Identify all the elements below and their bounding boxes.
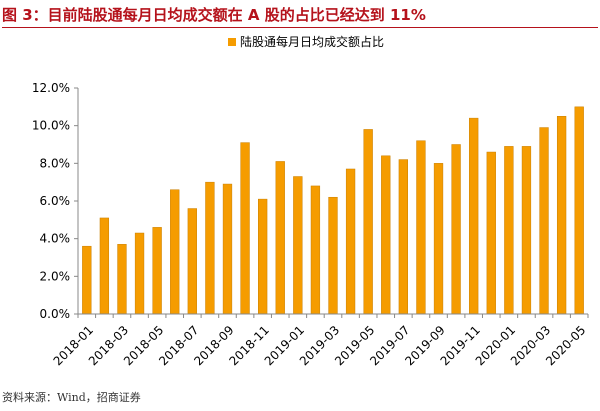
bar: [451, 144, 461, 315]
x-axis: 2018-012018-032018-052018-072018-092018-…: [51, 313, 589, 368]
bar: [469, 117, 479, 315]
legend-swatch: [228, 38, 236, 46]
bar: [117, 244, 127, 315]
bar: [345, 168, 356, 315]
source-note: 资料来源：Wind，招商证券: [2, 391, 141, 404]
bar: [504, 146, 514, 315]
bar: [152, 227, 162, 315]
bar: [539, 127, 549, 315]
bar: [82, 245, 92, 315]
bar: [170, 189, 180, 315]
bar: [99, 217, 110, 315]
y-tick-label: 2.0%: [40, 269, 71, 283]
chart-legend: 陆股通每月日均成交额占比: [228, 34, 384, 49]
bar: [275, 161, 285, 315]
bar: [416, 140, 426, 315]
bar: [222, 183, 233, 315]
bar: [398, 159, 408, 315]
bar-series: [82, 106, 584, 315]
bar: [363, 129, 373, 315]
y-tick-label: 6.0%: [40, 194, 71, 208]
bar: [240, 142, 250, 315]
bar: [310, 185, 321, 315]
legend-label: 陆股通每月日均成交额占比: [240, 34, 384, 49]
bar: [574, 106, 584, 315]
bar-chart: 陆股通每月日均成交额占比 0.0% 2.0% 4.0% 6.0% 8.0% 10.0% 12…: [32, 34, 589, 368]
y-axis: 0.0% 2.0% 4.0% 6.0% 8.0% 10.0% 12.0%: [32, 81, 79, 321]
bar: [328, 196, 338, 315]
bar: [205, 181, 215, 315]
y-tick-label: 10.0%: [32, 119, 70, 133]
y-tick-label: 8.0%: [40, 156, 71, 170]
bar: [521, 146, 532, 315]
y-tick-label: 4.0%: [40, 232, 71, 246]
figure-title: 图 3：目前陆股通每月日均成交额在 A 股的占比已经达到 11%: [2, 3, 598, 28]
bar: [556, 116, 567, 315]
y-tick-label: 12.0%: [32, 81, 70, 95]
bar: [258, 198, 268, 315]
figure-title-prefix: 图 3：: [2, 6, 48, 24]
bar: [486, 151, 496, 315]
bar: [293, 176, 303, 315]
bar: [187, 208, 197, 315]
figure-title-text: 目前陆股通每月日均成交额在 A 股的占比已经达到 11%: [47, 6, 426, 24]
y-tick-label: 0.0%: [40, 307, 71, 321]
bar: [433, 163, 444, 315]
bar: [381, 155, 391, 315]
bar: [134, 232, 145, 315]
